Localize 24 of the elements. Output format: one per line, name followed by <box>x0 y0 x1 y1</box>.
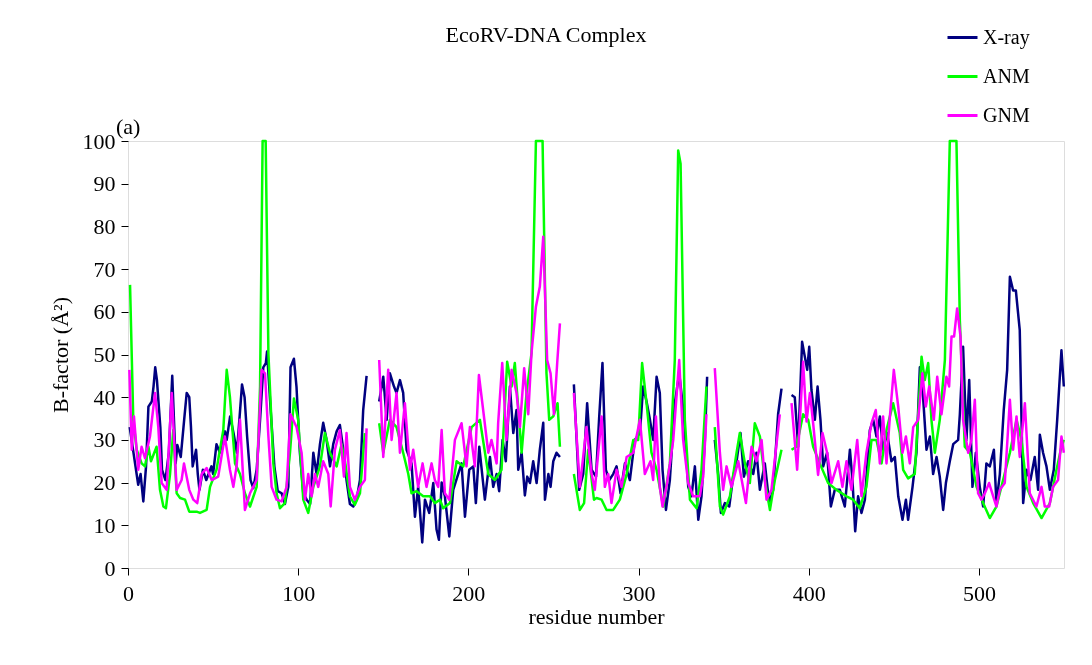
x-tick-label: 0 <box>123 580 134 606</box>
y-tick-label: 40 <box>93 384 116 410</box>
legend-label: GNM <box>983 103 1030 126</box>
y-tick-label: 30 <box>93 427 116 453</box>
y-tick-label: 60 <box>93 299 116 325</box>
y-tick-label: 20 <box>93 470 116 496</box>
y-axis-title: B-factor (Å²) <box>47 297 73 413</box>
x-tick-label: 300 <box>622 580 656 606</box>
chart-title: EcoRV-DNA Complex <box>445 22 647 47</box>
x-axis-title: residue number <box>528 603 666 629</box>
y-tick-label: 0 <box>104 555 116 581</box>
x-tick-label: 400 <box>792 580 826 606</box>
y-tick-label: 100 <box>82 128 116 154</box>
y-tick-label: 80 <box>93 213 116 239</box>
y-tick-label: 70 <box>93 256 116 282</box>
legend-label: ANM <box>983 64 1030 87</box>
x-tick-label: 200 <box>452 580 486 606</box>
x-tick-label: 500 <box>962 580 996 606</box>
y-tick-label: 90 <box>93 171 116 197</box>
x-tick-label: 100 <box>282 580 316 606</box>
y-tick-label: 50 <box>93 342 116 367</box>
y-tick-label: 10 <box>93 512 116 538</box>
legend-label: X-ray <box>983 25 1030 49</box>
text: (a) <box>116 114 141 139</box>
